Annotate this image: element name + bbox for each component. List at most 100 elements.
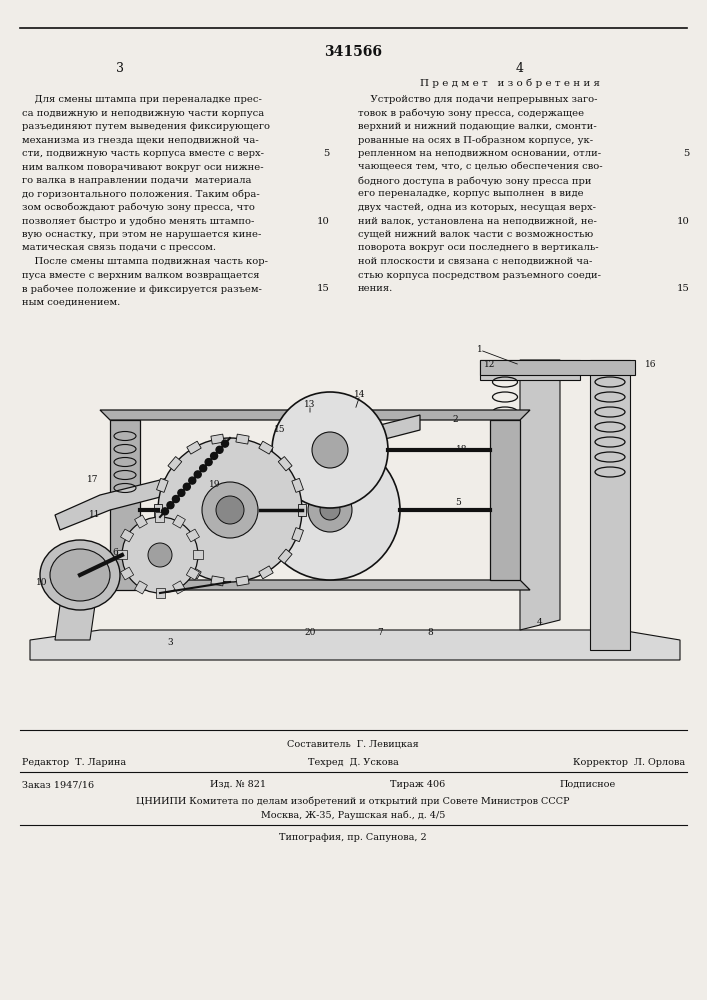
Bar: [259, 441, 273, 454]
Bar: [134, 515, 147, 528]
Circle shape: [183, 483, 190, 490]
Bar: [156, 478, 168, 492]
Polygon shape: [480, 360, 580, 380]
Text: 13: 13: [304, 400, 316, 409]
Polygon shape: [110, 420, 140, 590]
Bar: [173, 515, 185, 528]
Text: 15: 15: [317, 284, 330, 293]
Text: 10: 10: [317, 217, 330, 226]
Text: го валка в направлении подачи  материала: го валка в направлении подачи материала: [22, 176, 252, 185]
Bar: [156, 528, 168, 542]
Circle shape: [199, 465, 206, 472]
Text: 11: 11: [89, 510, 101, 519]
Text: двух частей, одна из которых, несущая верх-: двух частей, одна из которых, несущая ве…: [358, 203, 596, 212]
Polygon shape: [520, 360, 560, 630]
Circle shape: [320, 500, 340, 520]
Text: вую оснастку, при этом не нарушается кине-: вую оснастку, при этом не нарушается кин…: [22, 230, 262, 239]
Text: П р е д м е т   и з о б р е т е н и я: П р е д м е т и з о б р е т е н и я: [420, 78, 600, 88]
Polygon shape: [55, 570, 100, 640]
Text: 15: 15: [677, 284, 690, 293]
Bar: [279, 457, 292, 471]
Text: ний валок, установлена на неподвижной, не-: ний валок, установлена на неподвижной, н…: [358, 217, 597, 226]
Text: разъединяют путем выведения фиксирующего: разъединяют путем выведения фиксирующего: [22, 122, 270, 131]
Text: в рабочее положение и фиксируется разъем-: в рабочее положение и фиксируется разъем…: [22, 284, 262, 294]
Text: 5: 5: [324, 149, 330, 158]
Circle shape: [308, 488, 352, 532]
Text: стью корпуса посредством разъемного соеди-: стью корпуса посредством разъемного соед…: [358, 270, 601, 279]
Bar: [193, 550, 203, 559]
Text: верхний и нижний подающие валки, смонти-: верхний и нижний подающие валки, смонти-: [358, 122, 597, 131]
Circle shape: [161, 508, 168, 515]
Text: позволяет быстро и удобно менять штампо-: позволяет быстро и удобно менять штампо-: [22, 217, 255, 226]
Text: ным соединением.: ным соединением.: [22, 298, 120, 306]
Text: матическая связь подачи с прессом.: матическая связь подачи с прессом.: [22, 243, 216, 252]
Circle shape: [312, 432, 348, 468]
Text: 7: 7: [377, 628, 383, 637]
Bar: [154, 504, 162, 516]
Text: механизма из гнезда щеки неподвижной ча-: механизма из гнезда щеки неподвижной ча-: [22, 135, 259, 144]
Text: сти, подвижную часть корпуса вместе с верх-: сти, подвижную часть корпуса вместе с ве…: [22, 149, 264, 158]
Circle shape: [178, 489, 185, 496]
Circle shape: [205, 459, 212, 466]
Text: Редактор  Т. Ларина: Редактор Т. Ларина: [22, 758, 126, 767]
Polygon shape: [30, 630, 680, 660]
Text: 4: 4: [516, 62, 524, 75]
Text: ЦНИИПИ Комитета по делам изобретений и открытий при Совете Министров СССР: ЦНИИПИ Комитета по делам изобретений и о…: [136, 796, 570, 806]
Text: зом освобождают рабочую зону пресса, что: зом освобождают рабочую зону пресса, что: [22, 203, 255, 213]
Text: 18: 18: [456, 445, 468, 454]
Text: товок в рабочую зону пресса, содержащее: товок в рабочую зону пресса, содержащее: [358, 108, 584, 118]
Bar: [187, 566, 201, 579]
Polygon shape: [480, 360, 635, 375]
Text: 15: 15: [274, 425, 286, 434]
Circle shape: [122, 517, 198, 593]
Text: Изд. № 821: Изд. № 821: [210, 780, 266, 789]
Bar: [156, 512, 165, 522]
Text: поворота вокруг оси последнего в вертикаль-: поворота вокруг оси последнего в вертика…: [358, 243, 599, 252]
Bar: [120, 567, 134, 580]
Bar: [279, 549, 292, 563]
Polygon shape: [590, 360, 630, 650]
Bar: [292, 528, 303, 542]
Polygon shape: [100, 580, 530, 590]
Bar: [134, 581, 147, 594]
Text: Устройство для подачи непрерывных заго-: Устройство для подачи непрерывных заго-: [358, 95, 597, 104]
Text: ним валком поворачивают вокруг оси нижне-: ним валком поворачивают вокруг оси нижне…: [22, 162, 264, 172]
Text: чающееся тем, что, с целью обеспечения сво-: чающееся тем, что, с целью обеспечения с…: [358, 162, 602, 172]
Bar: [187, 567, 199, 580]
Text: 17: 17: [87, 475, 99, 484]
Text: 341566: 341566: [324, 45, 382, 59]
Text: 12: 12: [484, 360, 496, 369]
Text: рованные на осях в П-образном корпусе, ук-: рованные на осях в П-образном корпусе, у…: [358, 135, 593, 145]
Polygon shape: [490, 420, 520, 580]
Circle shape: [189, 477, 196, 484]
Circle shape: [202, 482, 258, 538]
Text: 5: 5: [455, 498, 461, 507]
Circle shape: [173, 496, 180, 503]
Text: 8: 8: [427, 628, 433, 637]
Circle shape: [194, 471, 201, 478]
Polygon shape: [100, 410, 530, 420]
Text: Москва, Ж-35, Раушская наб., д. 4/5: Москва, Ж-35, Раушская наб., д. 4/5: [261, 811, 445, 820]
Text: са подвижную и неподвижную части корпуса: са подвижную и неподвижную части корпуса: [22, 108, 264, 117]
Text: 5: 5: [684, 149, 690, 158]
Text: Типография, пр. Сапунова, 2: Типография, пр. Сапунова, 2: [279, 833, 427, 842]
Circle shape: [148, 543, 172, 567]
Text: пуса вместе с верхним валком возвращается: пуса вместе с верхним валком возвращаетс…: [22, 270, 259, 279]
Text: 3: 3: [116, 62, 124, 75]
Text: 10: 10: [36, 578, 48, 587]
Circle shape: [211, 452, 218, 459]
Circle shape: [272, 392, 388, 508]
Text: 14: 14: [354, 390, 366, 399]
Bar: [236, 434, 249, 444]
Bar: [168, 549, 182, 563]
Polygon shape: [55, 415, 420, 530]
Text: Техред  Д. Ускова: Техред Д. Ускова: [308, 758, 398, 767]
Bar: [120, 529, 134, 542]
Bar: [259, 566, 273, 579]
Circle shape: [216, 496, 244, 524]
Text: 16: 16: [645, 360, 657, 369]
Bar: [236, 576, 249, 586]
Bar: [117, 550, 127, 559]
Text: 1: 1: [477, 345, 483, 354]
Text: его переналадке, корпус выполнен  в виде: его переналадке, корпус выполнен в виде: [358, 190, 583, 198]
